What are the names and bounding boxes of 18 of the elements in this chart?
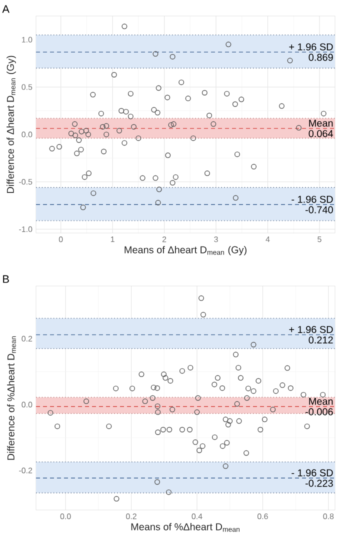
ref-line-label: - 1.96 SD (292, 196, 333, 203)
ref-line-label: + 1.96 SD (289, 326, 333, 334)
chart-title: A (2, 5, 10, 13)
x-axis-title: Means of Δheart D$_{mean}$ (Gy) (124, 246, 246, 256)
chart-title: B (3, 275, 9, 283)
ref-line-label: + 1.96 SD (289, 43, 333, 50)
annotation: 0.064 (308, 130, 334, 138)
x-axis-title: Means of %Δheart D$_{mean}$ (131, 523, 240, 532)
annotation: -0.740 (305, 206, 333, 214)
ref-line-label: - 1.96 SD (292, 469, 333, 476)
y-axis-title: Difference of Δheart D$_{mean}$ (Gy) (6, 56, 16, 193)
annotation: 0.212 (308, 336, 333, 344)
annotation: -0.006 (305, 408, 333, 416)
ref-line-label: Mean (309, 120, 333, 127)
y-axis-title: Difference of %Δheart D$_{mean}$ (7, 336, 16, 460)
annotation: -0.223 (305, 480, 333, 487)
ref-line-label: Mean (309, 398, 333, 405)
annotation: 0.869 (308, 54, 333, 61)
